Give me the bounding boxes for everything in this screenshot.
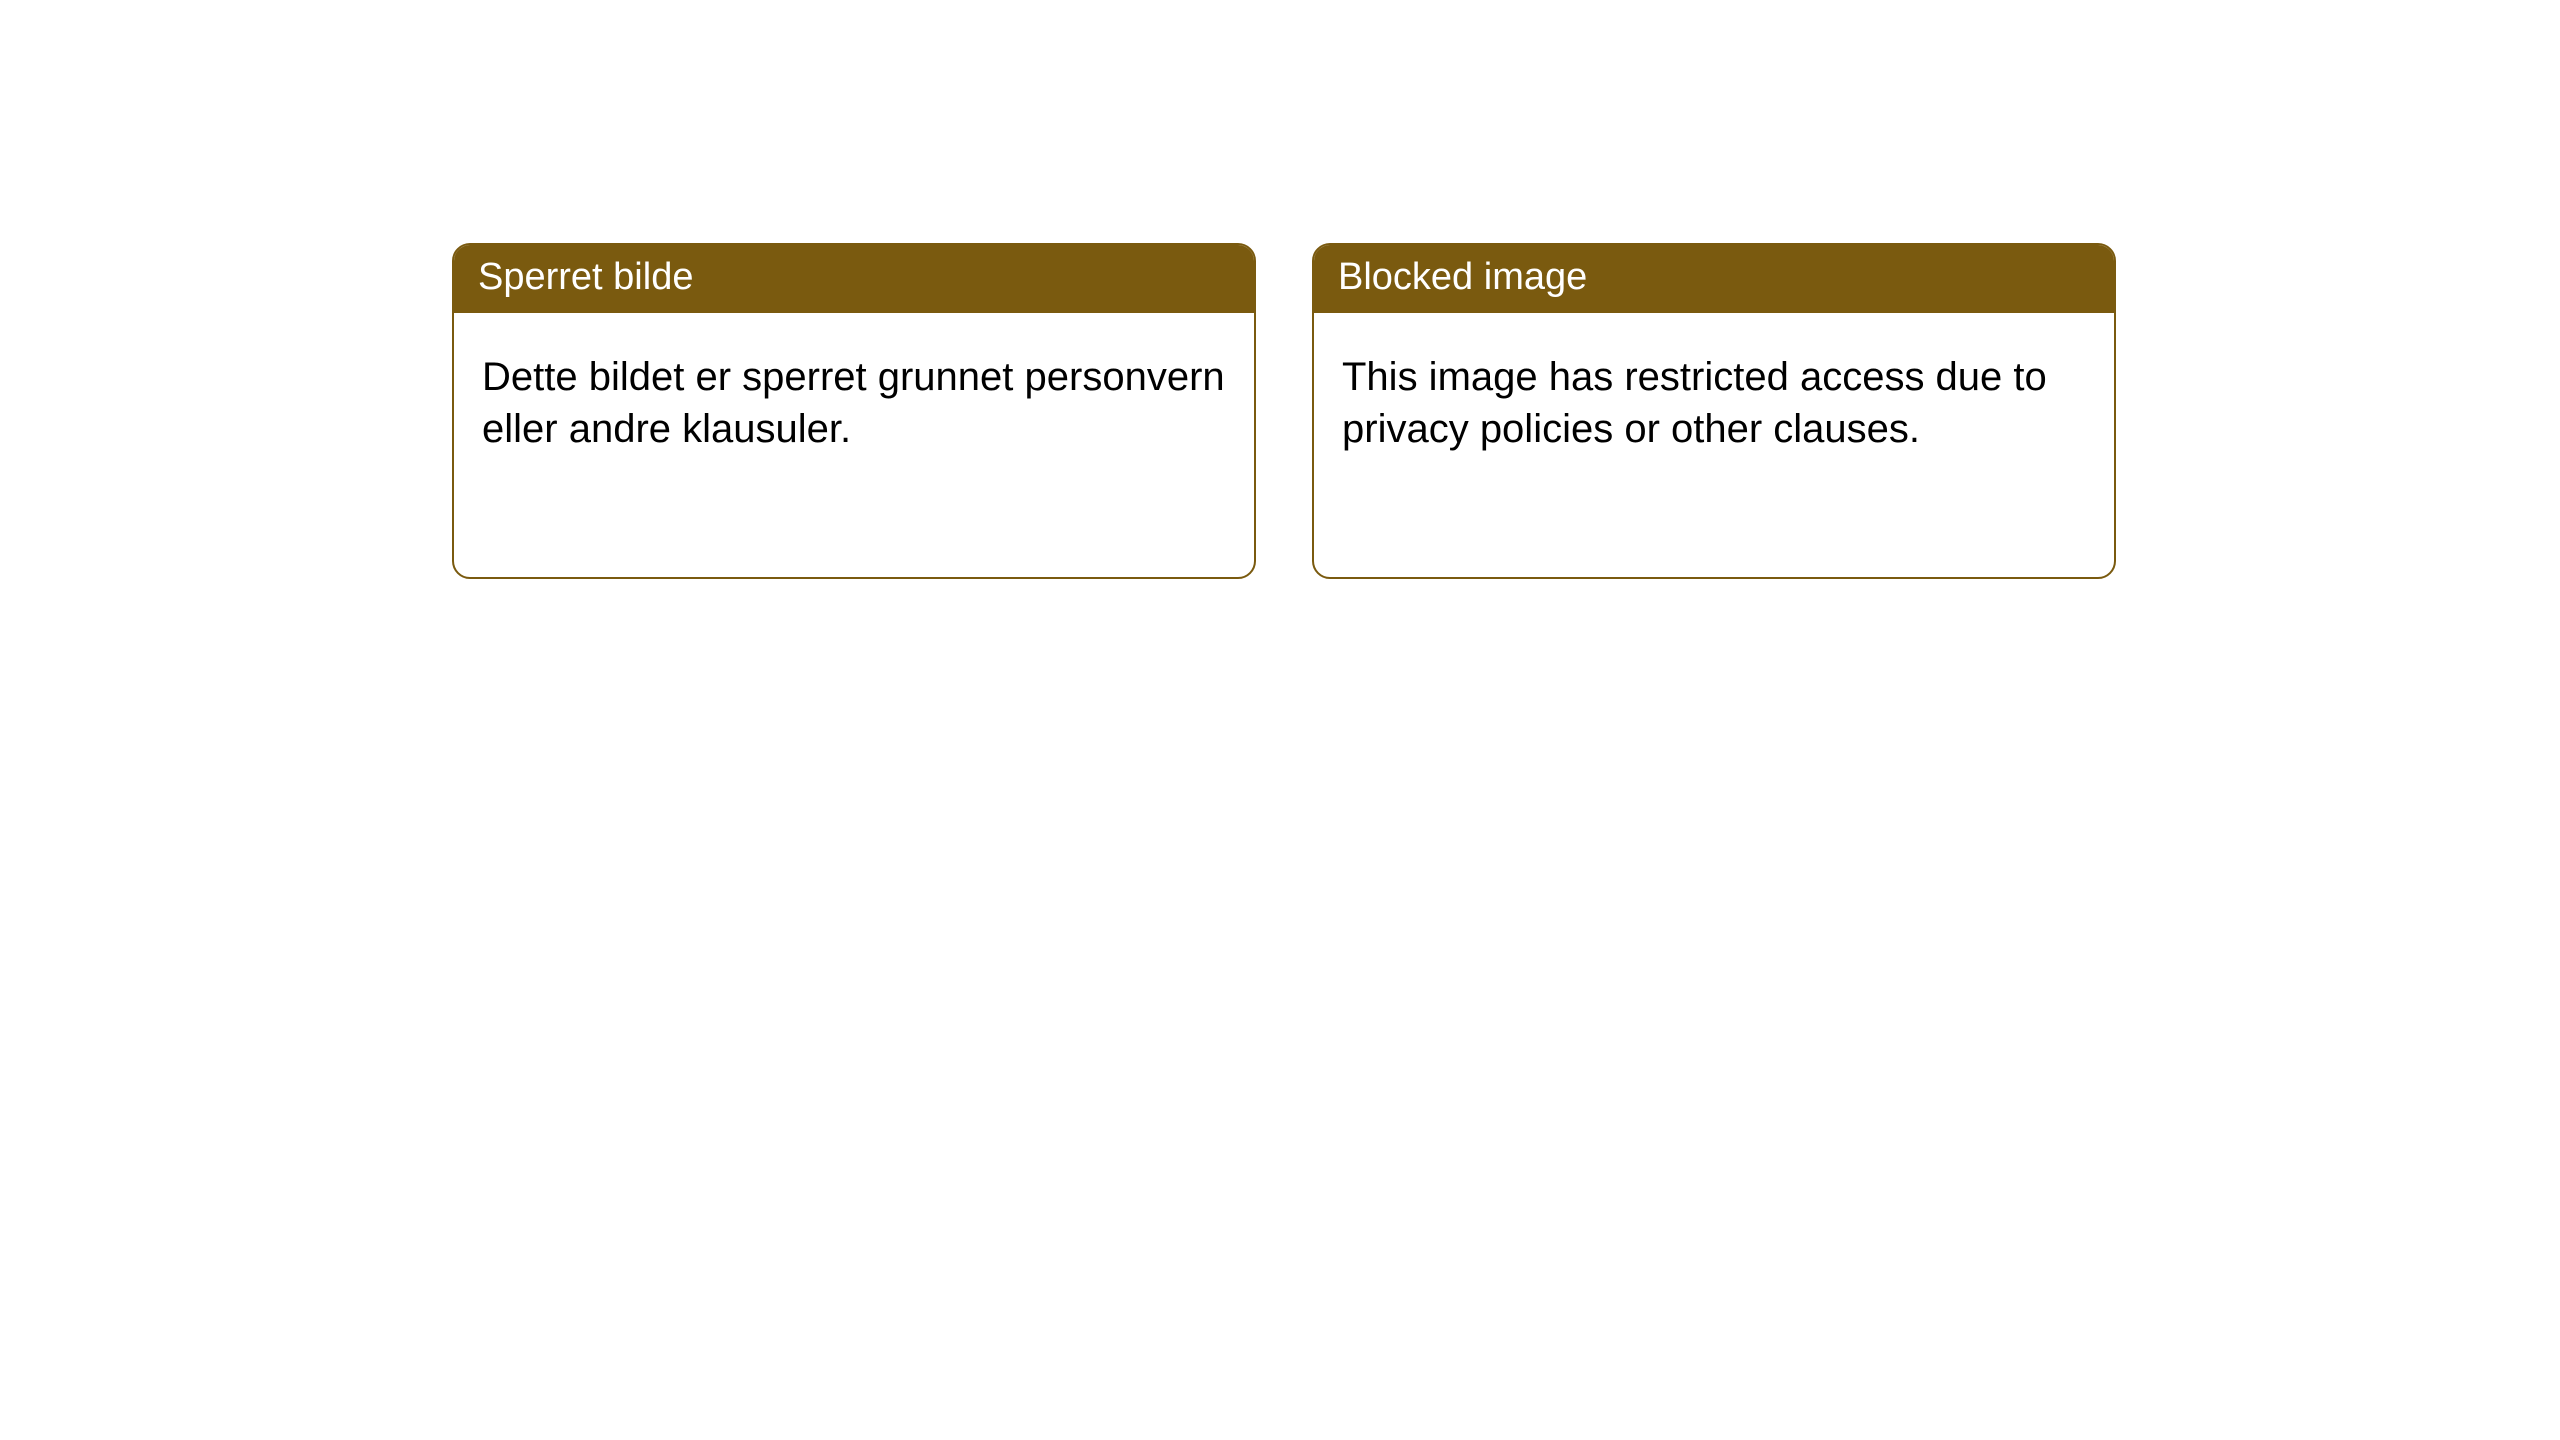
blocked-notice-card-en: Blocked image This image has restricted …: [1312, 243, 2116, 579]
blocked-notice-body-no: Dette bildet er sperret grunnet personve…: [454, 313, 1254, 495]
blocked-notice-body-en: This image has restricted access due to …: [1314, 313, 2114, 495]
blocked-notice-title-en: Blocked image: [1314, 245, 2114, 313]
notice-container: Sperret bilde Dette bildet er sperret gr…: [0, 0, 2560, 579]
blocked-notice-card-no: Sperret bilde Dette bildet er sperret gr…: [452, 243, 1256, 579]
blocked-notice-title-no: Sperret bilde: [454, 245, 1254, 313]
